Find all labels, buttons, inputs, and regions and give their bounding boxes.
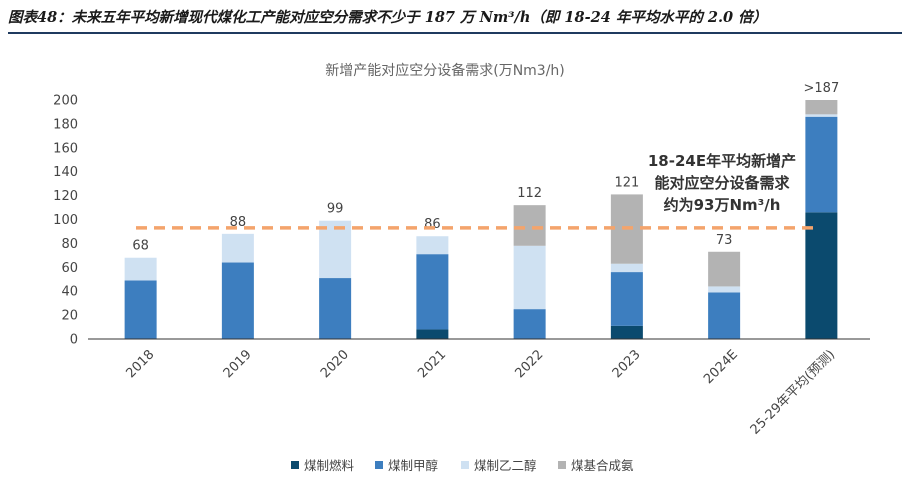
x-axis: 2018 2019 2020 2021 2022 2023 2024E 25-29年平均(预测… bbox=[88, 338, 870, 438]
bar-total-label: 112 bbox=[517, 186, 542, 201]
bar-segment-glycol bbox=[708, 286, 741, 293]
legend-label: 煤基合成氨 bbox=[571, 458, 634, 473]
bar-segment-methanol bbox=[124, 280, 157, 339]
y-tick-label: 180 bbox=[53, 117, 78, 132]
bar-segment-methanol bbox=[610, 272, 643, 326]
legend-swatch-syngas_ammonia bbox=[558, 461, 566, 469]
bar-segment-methanol bbox=[319, 278, 352, 339]
bars-group bbox=[124, 100, 838, 339]
y-axis: 0 20 40 60 80 100 120 140 160 180 200 bbox=[53, 94, 78, 348]
y-tick-label: 40 bbox=[61, 285, 78, 300]
x-tick-label: 2021 bbox=[415, 347, 449, 381]
bar-segment-coal_fuel bbox=[416, 329, 449, 339]
bar-segment-glycol bbox=[610, 263, 643, 273]
bar-segment-glycol bbox=[221, 233, 254, 263]
legend-label: 煤制甲醇 bbox=[388, 458, 438, 473]
annotation-line: 约为93万Nm³/h bbox=[664, 196, 781, 214]
bar-total-label: 121 bbox=[614, 175, 639, 190]
bar-total-label: 73 bbox=[716, 233, 733, 248]
y-tick-label: 140 bbox=[53, 165, 78, 180]
bar-segment-glycol bbox=[805, 114, 838, 117]
chart-title: 新增产能对应空分设备需求(万Nm3/h) bbox=[325, 62, 565, 79]
bar-segment-methanol bbox=[513, 309, 546, 339]
bar-segment-glycol bbox=[513, 245, 546, 310]
legend: 煤制燃料 煤制甲醇 煤制乙二醇 煤基合成氨 bbox=[291, 458, 634, 473]
bar-total-label: 68 bbox=[132, 239, 149, 254]
legend-label: 煤制乙二醇 bbox=[474, 458, 537, 473]
legend-label: 煤制燃料 bbox=[304, 458, 355, 473]
bar-total-label: >187 bbox=[804, 81, 840, 96]
bar-total-label: 86 bbox=[424, 217, 441, 232]
bar-segment-glycol bbox=[319, 220, 352, 279]
x-tick-label: 2019 bbox=[221, 347, 255, 381]
x-tick-label: 2023 bbox=[610, 347, 644, 381]
x-tick-label: 25-29年平均(预测) bbox=[748, 347, 838, 437]
y-tick-label: 100 bbox=[53, 213, 78, 228]
bar-segment-syngas_ammonia bbox=[513, 205, 546, 246]
bar-segment-syngas_ammonia bbox=[708, 251, 741, 287]
annotation-line: 能对应空分设备需求 bbox=[654, 174, 790, 192]
y-tick-label: 60 bbox=[61, 261, 78, 276]
y-tick-label: 20 bbox=[61, 309, 78, 324]
bar-total-label: 88 bbox=[230, 215, 247, 230]
legend-swatch-methanol bbox=[375, 461, 383, 469]
bar-segment-glycol bbox=[124, 257, 157, 281]
x-tick-label: 2018 bbox=[123, 347, 157, 381]
y-tick-label: 200 bbox=[53, 94, 78, 109]
x-tick-label: 2020 bbox=[318, 347, 352, 381]
bar-segment-methanol bbox=[416, 254, 449, 330]
bar-total-label: 99 bbox=[327, 202, 344, 217]
x-tick-label: 2022 bbox=[512, 347, 546, 381]
average-annotation: 18-24E年平均新增产能对应空分设备需求约为93万Nm³/h bbox=[648, 152, 796, 214]
bar-segment-syngas_ammonia bbox=[805, 100, 838, 115]
legend-swatch-coal_fuel bbox=[291, 461, 299, 469]
y-tick-label: 0 bbox=[70, 333, 78, 348]
bar-segment-coal_fuel bbox=[610, 325, 643, 339]
figure-title: 图表48：未来五年平均新增现代煤化工产能对应空分需求不少于 187 万 Nm³/… bbox=[8, 9, 768, 26]
bar-segment-methanol bbox=[805, 116, 838, 213]
title-rule bbox=[8, 32, 902, 34]
bar-segment-glycol bbox=[416, 236, 449, 255]
y-tick-label: 120 bbox=[53, 189, 78, 204]
annotation-line: 18-24E年平均新增产 bbox=[648, 152, 796, 170]
x-tick-label: 2024E bbox=[701, 347, 741, 387]
bar-segment-methanol bbox=[708, 292, 741, 339]
legend-swatch-glycol bbox=[461, 461, 469, 469]
y-tick-label: 80 bbox=[61, 237, 78, 252]
bar-segment-methanol bbox=[221, 262, 254, 339]
bar-segment-coal_fuel bbox=[805, 212, 838, 339]
y-tick-label: 160 bbox=[53, 141, 78, 156]
